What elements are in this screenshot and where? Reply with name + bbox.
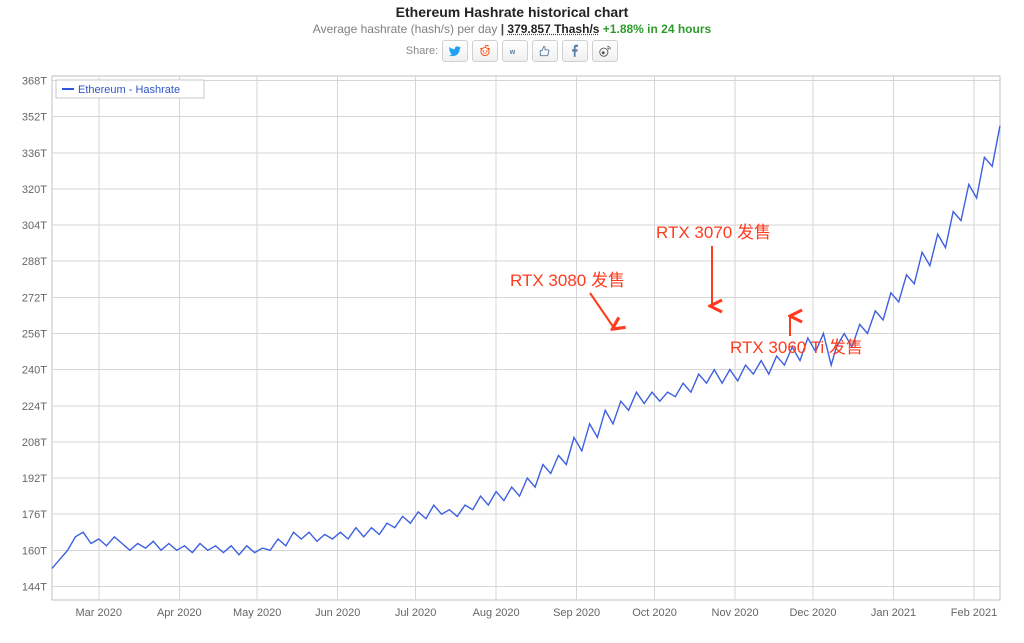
share-twitter-button[interactable] [442, 40, 468, 62]
chart-header: Ethereum Hashrate historical chart Avera… [0, 0, 1024, 62]
x-tick-label: Nov 2020 [712, 607, 759, 619]
hashrate-line-chart: 144T 160T 176T 192T 208T 224T 240T 256T 272T 288T… [10, 68, 1010, 628]
share-vk-button[interactable]: w [502, 40, 528, 62]
x-tick-label: Aug 2020 [473, 607, 520, 619]
subtitle-prefix: Average hashrate (hash/s) per day [313, 22, 498, 36]
y-grid [52, 81, 1000, 587]
y-tick-label: 208T [22, 437, 47, 449]
share-label: Share: [406, 45, 438, 57]
x-tick-label: Jun 2020 [315, 607, 360, 619]
y-tick-label: 176T [22, 509, 47, 521]
facebook-icon [568, 44, 582, 58]
x-tick-label: Dec 2020 [789, 607, 836, 619]
share-facebook-button[interactable] [562, 40, 588, 62]
share-row: Share: w [0, 40, 1024, 62]
y-tick-label: 256T [22, 328, 47, 340]
x-tick-label: Mar 2020 [76, 607, 122, 619]
share-like-button[interactable] [532, 40, 558, 62]
chart-subtitle: Average hashrate (hash/s) per day | 379.… [0, 22, 1024, 36]
x-tick-label: Feb 2021 [951, 607, 997, 619]
y-tick-label: 304T [22, 220, 47, 232]
x-tick-label: Jan 2021 [871, 607, 916, 619]
share-weibo-button[interactable] [592, 40, 618, 62]
vk-icon: w [508, 44, 522, 58]
annotation-rtx3060ti-label: RTX 3060 Ti 发售 [730, 338, 863, 357]
y-tick-label: 160T [22, 545, 47, 557]
y-tick-label: 144T [22, 581, 47, 593]
subtitle-sep: | [497, 22, 507, 36]
chart-title: Ethereum Hashrate historical chart [0, 4, 1024, 20]
y-tick-label: 272T [22, 292, 47, 304]
annotation-rtx3080-label: RTX 3080 发售 [510, 271, 625, 290]
share-reddit-button[interactable] [472, 40, 498, 62]
twitter-icon [448, 44, 462, 58]
y-tick-label: 320T [22, 184, 47, 196]
legend-label: Ethereum - Hashrate [78, 84, 180, 96]
y-tick-label: 224T [22, 401, 47, 413]
chart-container: 144T 160T 176T 192T 208T 224T 240T 256T 272T 288T… [10, 68, 1014, 628]
y-tick-label: 336T [22, 148, 47, 160]
annotation-rtx3070-label: RTX 3070 发售 [656, 223, 771, 242]
x-tick-label: Apr 2020 [157, 607, 202, 619]
x-tick-label: Oct 2020 [632, 607, 677, 619]
svg-text:w: w [509, 49, 516, 56]
annotation-rtx3080-arrow [590, 293, 614, 328]
thumbs-up-icon [538, 44, 552, 58]
reddit-icon [478, 44, 492, 58]
y-tick-label: 240T [22, 365, 47, 377]
weibo-icon [598, 44, 612, 58]
subtitle-value: 379.857 Thash/s [507, 22, 599, 36]
y-tick-label: 368T [22, 76, 47, 88]
x-tick-label: Jul 2020 [395, 607, 437, 619]
y-tick-label: 192T [22, 473, 47, 485]
x-tick-label: Sep 2020 [553, 607, 600, 619]
y-tick-label: 288T [22, 256, 47, 268]
x-tick-label: May 2020 [233, 607, 281, 619]
subtitle-delta: +1.88% in 24 hours [603, 22, 711, 36]
y-tick-label: 352T [22, 112, 47, 124]
